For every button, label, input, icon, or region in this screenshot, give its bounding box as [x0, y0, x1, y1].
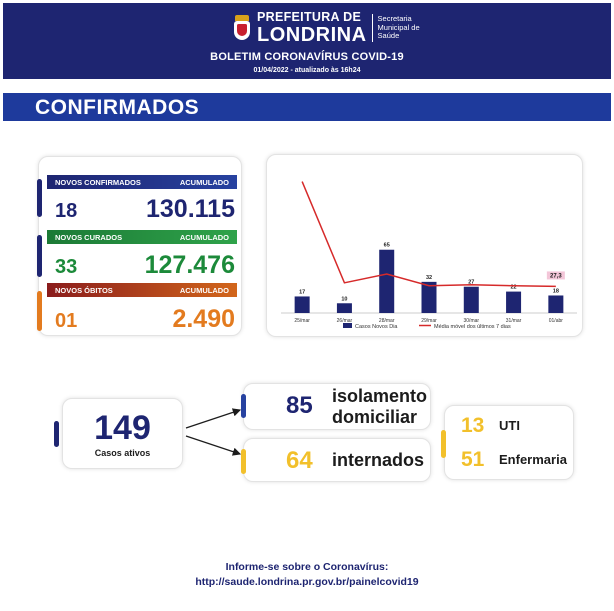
bulletin-date: 01/04/2022 - atualizado às 16h24 [253, 67, 361, 74]
novos-curados-value: 33 [55, 256, 78, 278]
accent-bar-orange [37, 291, 42, 331]
section-bar: CONFIRMADOS [3, 93, 611, 121]
bar-30/mar [463, 286, 479, 313]
novos-confirmados-value: 18 [55, 200, 78, 222]
moving-average-line [301, 181, 556, 288]
accent-bar-hosp [441, 430, 446, 458]
accent-bar-blue-2 [37, 235, 42, 277]
logo-divider [371, 14, 373, 42]
confirmados-band: NOVOS CONFIRMADOS ACUMULADO [47, 175, 237, 189]
bar-label-29/mar: 32 [426, 275, 432, 281]
x-tick-28/mar: 28/mar [379, 318, 395, 324]
bulletin-title: BOLETIM CORONAVÍRUS COVID-19 [210, 51, 404, 63]
bar-01/abr [548, 295, 564, 313]
legend-bar-label: Casos Novos Dia [355, 324, 398, 330]
bar-label-25/mar: 17 [299, 289, 305, 295]
curados-band: NOVOS CURADOS ACUMULADO [47, 230, 237, 244]
x-tick-01/abr: 01/abr [549, 318, 564, 324]
header-banner: PREFEITURA DE LONDRINA Secretaria Munici… [3, 3, 611, 79]
section-title: CONFIRMADOS [35, 96, 200, 119]
active-cases-value: 149 [94, 409, 151, 447]
bar-28/mar [379, 249, 395, 313]
isolamento-label-1: isolamento [332, 386, 428, 406]
enfermaria-label: Enfermaria [499, 452, 567, 467]
uti-value: 13 [461, 414, 485, 437]
enfermaria-value: 51 [461, 448, 485, 471]
x-tick-25/mar: 25/mar [294, 318, 310, 324]
accent-bar-blue [37, 179, 42, 217]
accent-bar-iso [241, 394, 246, 418]
prefeitura-logo: PREFEITURA DE LONDRINA Secretaria Munici… [231, 11, 420, 45]
x-tick-29/mar: 29/mar [421, 318, 437, 324]
isolamento-label-2: domiciliar [332, 407, 418, 427]
active-cases-card: 149 Casos ativos [54, 398, 183, 469]
bar-label-30/mar: 27 [468, 280, 474, 286]
obitos-acumulado-value: 2.490 [172, 305, 235, 333]
arrows-diagram [185, 408, 242, 456]
isolamento-value: 85 [286, 392, 313, 419]
accent-bar-internados [241, 449, 246, 474]
hospital-card: 13 UTI 51 Enfermaria [441, 405, 574, 480]
chart-card: 17 25/mar 10 26/mar 65 28/mar 32 29/mar 27 30/mar… [266, 154, 583, 337]
moving-average-label-bg [546, 271, 565, 280]
internados-card: 64 internados [241, 438, 431, 482]
bar-label-26/mar: 10 [341, 296, 347, 302]
moving-average-last-label: 27,3 [550, 273, 562, 279]
info-link[interactable]: http://saude.londrina.pr.gov.br/painelco… [195, 576, 419, 588]
brand-line2: LONDRINA [257, 23, 367, 46]
bar-29/mar [421, 281, 437, 313]
brand-line1: PREFEITURA DE [257, 10, 362, 25]
bar-31/mar [506, 291, 522, 313]
cases-chart: 17 25/mar 10 26/mar 65 28/mar 32 29/mar 27 30/mar… [281, 181, 577, 330]
internados-value: 64 [286, 447, 313, 474]
bar-label-01/abr: 18 [553, 288, 559, 294]
city-crest-icon [231, 15, 253, 41]
uti-label: UTI [499, 418, 520, 433]
active-cases-label: Casos ativos [94, 448, 151, 458]
x-tick-26/mar: 26/mar [337, 318, 353, 324]
stats-card: NOVOS CONFIRMADOS ACUMULADO 18 130.115 N… [37, 156, 242, 336]
legend-line-label: Média móvel dos últimos 7 dias [434, 324, 511, 330]
arrow-to-internados [185, 435, 242, 456]
internados-label: internados [332, 450, 425, 470]
x-tick-31/mar: 31/mar [506, 318, 522, 324]
bar-label-31/mar: 22 [511, 285, 517, 291]
bar-26/mar [336, 303, 352, 313]
bar-label-28/mar: 65 [384, 243, 390, 249]
secretaria-label: Secretaria Municipal de Saúde [377, 14, 420, 41]
confirmados-acumulado-value: 130.115 [146, 195, 235, 223]
novos-obitos-value: 01 [55, 310, 78, 332]
accent-bar-active [54, 421, 59, 447]
obitos-band: NOVOS ÓBITOS ACUMULADO [47, 283, 237, 297]
bar-25/mar [294, 296, 310, 313]
x-tick-30/mar: 30/mar [464, 318, 480, 324]
isolamento-card: 85 isolamento domiciliar [241, 383, 431, 430]
legend-bar-swatch [343, 323, 352, 328]
info-line1: Informe-se sobre o Coronavírus: [225, 561, 389, 573]
arrow-to-isolamento [185, 408, 242, 429]
curados-acumulado-value: 127.476 [144, 251, 235, 279]
